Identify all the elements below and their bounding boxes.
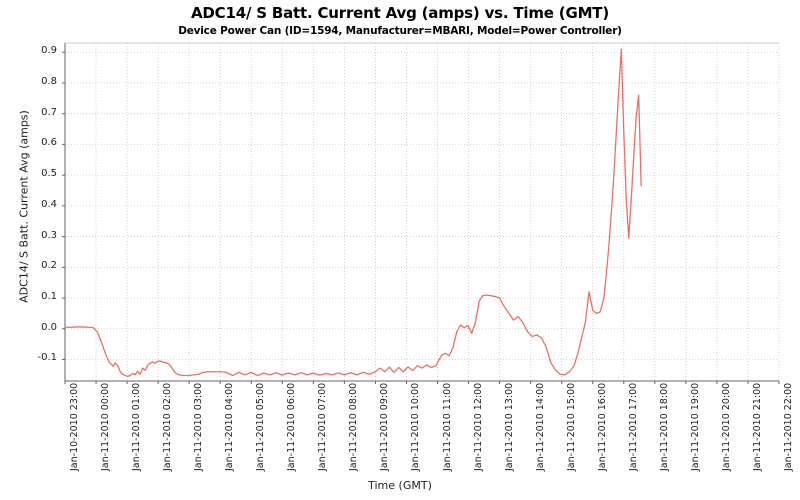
x-tick-label: Jan-11-2010 16:00 bbox=[596, 382, 608, 471]
x-tick-label: Jan-11-2010 04:00 bbox=[224, 382, 236, 471]
y-tick-label: 0.7 bbox=[41, 106, 57, 118]
x-tick-label: Jan-11-2010 05:00 bbox=[255, 382, 267, 471]
y-tick-label: 0.0 bbox=[41, 321, 57, 333]
y-tick-label: 0.5 bbox=[41, 168, 57, 180]
x-tick-label: Jan-11-2010 20:00 bbox=[720, 382, 732, 471]
x-tick-label: Jan-11-2010 13:00 bbox=[503, 382, 515, 471]
x-axis-label: Time (GMT) bbox=[368, 479, 432, 492]
x-tick-label: Jan-11-2010 21:00 bbox=[751, 382, 763, 471]
x-tick-label: Jan-11-2010 07:00 bbox=[317, 382, 329, 471]
x-tick-label: Jan-11-2010 01:00 bbox=[131, 382, 143, 471]
x-tick-label: Jan-11-2010 15:00 bbox=[565, 382, 577, 471]
x-tick-label: Jan-10-2010 23:00 bbox=[69, 382, 80, 471]
gridlines bbox=[64, 43, 780, 381]
x-tick-label: Jan-11-2010 14:00 bbox=[534, 382, 546, 471]
x-tick-label: Jan-11-2010 03:00 bbox=[193, 382, 205, 471]
x-tick-label: Jan-11-2010 17:00 bbox=[627, 382, 639, 471]
x-tick-label: Jan-11-2010 18:00 bbox=[658, 382, 670, 471]
y-tick-label: 0.3 bbox=[41, 229, 57, 241]
x-tick-label: Jan-11-2010 19:00 bbox=[689, 382, 701, 471]
x-tick-label: Jan-11-2010 00:00 bbox=[100, 382, 112, 471]
y-tick-label: 0.9 bbox=[41, 45, 57, 57]
x-tick-label: Jan-11-2010 02:00 bbox=[162, 382, 174, 471]
y-tick-label: 0.6 bbox=[41, 137, 57, 149]
y-tick-label: 0.2 bbox=[41, 260, 57, 272]
data-series bbox=[65, 48, 642, 378]
y-tick-label: 0.8 bbox=[41, 75, 57, 87]
x-tick-label: Jan-11-2010 22:00 bbox=[783, 382, 794, 471]
axis-lines bbox=[64, 42, 779, 382]
x-tick-label: Jan-11-2010 10:00 bbox=[410, 382, 422, 471]
y-tick-label: 0.1 bbox=[41, 291, 57, 303]
x-tick-label: Jan-11-2010 11:00 bbox=[441, 382, 453, 471]
chart-title: ADC14/ S Batt. Current Avg (amps) vs. Ti… bbox=[191, 4, 609, 22]
y-tick-label: -0.1 bbox=[37, 352, 57, 364]
x-tick-label: Jan-11-2010 12:00 bbox=[472, 382, 484, 471]
y-tick-label: 0.4 bbox=[41, 198, 57, 210]
chart-subtitle: Device Power Can (ID=1594, Manufacturer=… bbox=[178, 25, 622, 37]
tick-marks bbox=[62, 51, 780, 384]
x-tick-label: Jan-11-2010 09:00 bbox=[379, 382, 391, 471]
x-tick-label: Jan-11-2010 08:00 bbox=[348, 382, 360, 471]
x-tick-label: Jan-11-2010 06:00 bbox=[286, 382, 298, 471]
